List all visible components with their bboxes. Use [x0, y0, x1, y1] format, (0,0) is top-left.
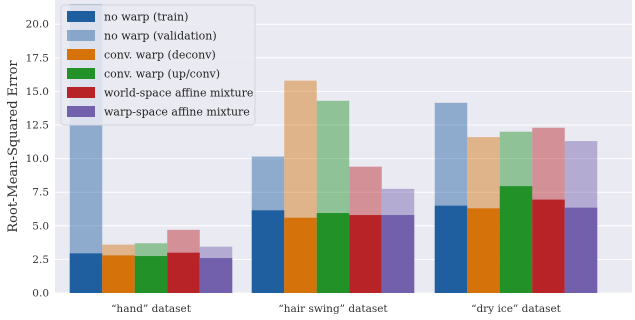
bar-train [251, 210, 285, 293]
legend-swatch [67, 87, 95, 98]
legend-box [60, 4, 256, 126]
y-tick-label: 7.5 [32, 187, 49, 199]
legend-swatch [67, 68, 95, 79]
y-tick-label: 10.0 [26, 153, 49, 165]
bars [69, 4, 598, 294]
y-tick-label: 5.0 [32, 220, 49, 232]
bar-train [316, 213, 350, 293]
y-tick-labels: 0.0 2.5 5.0 7.5 10.0 12.5 15.0 17.5 20.0 [26, 19, 49, 300]
bar-train [284, 217, 317, 293]
bar-train [199, 258, 233, 293]
y-tick-label: 2.5 [32, 254, 49, 266]
bar-train [532, 199, 565, 293]
legend-label: conv. warp (deconv) [104, 49, 216, 62]
y-tick-label: 12.5 [26, 119, 49, 131]
y-tick-label: 15.0 [26, 86, 49, 98]
y-tick-label: 20.0 [26, 19, 49, 31]
bar-train [564, 207, 598, 293]
bar-train [349, 215, 382, 293]
x-tick-labels: “hand” dataset “hair swing” dataset “dry i… [111, 303, 562, 315]
y-tick-label: 17.5 [26, 52, 49, 64]
bar-train [134, 256, 168, 293]
bar-train [381, 215, 415, 293]
legend-label: no warp (validation) [104, 30, 217, 43]
legend-swatch [67, 30, 95, 41]
bar-train [434, 205, 468, 293]
legend-label: world-space affine mixture [104, 87, 253, 100]
legend-label: conv. warp (up/conv) [104, 68, 220, 81]
y-axis-title: Root-Mean-Squared Error [6, 60, 21, 233]
legend: no warp (train) no warp (validation) conv.… [60, 4, 256, 126]
x-tick-label: “hand” dataset [111, 303, 192, 315]
legend-swatch [67, 49, 95, 60]
legend-swatch [67, 11, 95, 22]
legend-label: warp-space affine mixture [104, 106, 250, 119]
bar-train [102, 255, 135, 293]
x-tick-label: “dry ice” dataset [471, 303, 562, 315]
bar-train [69, 253, 103, 293]
bar-train [467, 208, 500, 293]
x-tick-label: “hair swing” dataset [278, 303, 388, 315]
bar-train [167, 252, 200, 293]
legend-swatch [67, 106, 95, 117]
bar-train [499, 186, 533, 293]
y-tick-label: 0.0 [32, 288, 49, 300]
legend-label: no warp (train) [104, 11, 188, 24]
